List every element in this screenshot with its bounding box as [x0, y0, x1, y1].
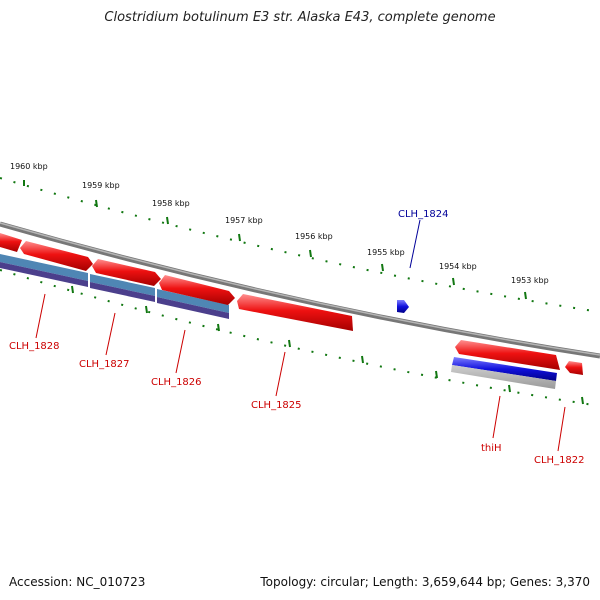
scale-label: 1954 kbp — [439, 262, 477, 271]
accession-text: Accession: NC_010723 — [9, 575, 146, 589]
gene-label: thiH — [481, 443, 502, 454]
map-title: Clostridium botulinum E3 str. Alaska E43… — [104, 10, 496, 25]
cds-band-right-blue — [452, 357, 557, 381]
genome-backbone — [0, 221, 600, 359]
gene-label: CLH_1825 — [251, 400, 302, 411]
scale-label: 1958 kbp — [152, 199, 190, 208]
gene-clh-1828[interactable] — [0, 233, 22, 252]
cds-band-right-gray — [451, 365, 556, 389]
topology-text: Topology: circular; Length: 3,659,644 bp… — [260, 575, 590, 589]
major-ticks-outer — [23, 180, 527, 300]
gene-clh-1827[interactable] — [20, 241, 93, 271]
scale-ticks-outer — [0, 177, 600, 313]
cds-band-blue — [0, 254, 229, 313]
scale-label: 1957 kbp — [225, 216, 263, 225]
gene-label: CLH_1822 — [534, 455, 585, 466]
gene-label: CLH_1828 — [9, 341, 60, 352]
scale-label: 1956 kbp — [295, 232, 333, 241]
scale-label: 1955 kbp — [367, 248, 405, 257]
major-ticks-inner — [71, 285, 584, 405]
gene-clh-1824[interactable] — [397, 300, 409, 313]
gene-label: CLH_1826 — [151, 377, 202, 388]
scale-label: 1959 kbp — [82, 181, 120, 190]
label-leaders — [35, 219, 566, 452]
gene-clh-1825[interactable] — [159, 275, 235, 305]
gene-thih[interactable] — [455, 340, 560, 370]
scale-label: 1953 kbp — [511, 276, 549, 285]
scale-label: 1960 kbp — [10, 162, 48, 171]
gene-clh-1826[interactable] — [92, 259, 161, 286]
cds-band-purple — [0, 262, 229, 319]
gene-clh-1822[interactable] — [565, 361, 583, 375]
gene-clh-1825b[interactable] — [237, 294, 353, 331]
gene-label: CLH_1827 — [79, 359, 130, 370]
gene-label: CLH_1824 — [398, 209, 449, 220]
